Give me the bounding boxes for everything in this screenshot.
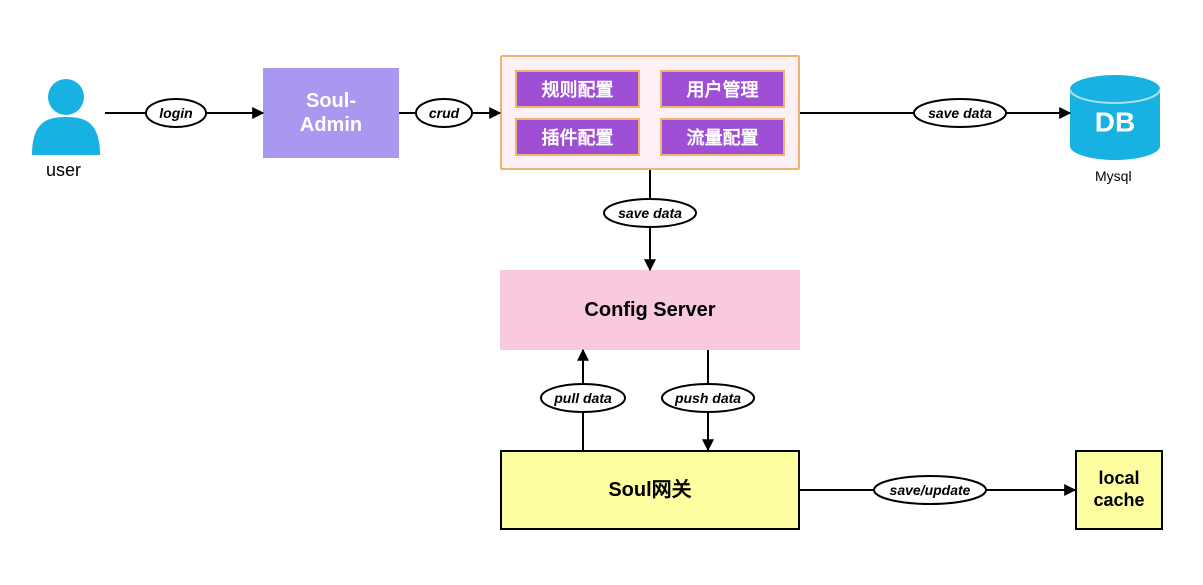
- edge-user-to-admin: login: [105, 99, 263, 127]
- node-soul-admin: Soul- Admin: [263, 68, 399, 158]
- edge-config-to-gateway-push: push data: [662, 350, 754, 450]
- config-btn_rule: 规则配置: [515, 70, 640, 108]
- db-sublabel: Mysql: [1095, 168, 1132, 184]
- node-soul-gateway: Soul网关: [500, 450, 800, 530]
- user-label: user: [46, 160, 81, 181]
- node-local-cache: local cache: [1075, 450, 1163, 530]
- user-icon: [32, 79, 100, 155]
- edge-admin-to-panel: crud: [399, 99, 500, 127]
- node-config-server: Config Server: [500, 270, 800, 350]
- svg-text:save/update: save/update: [890, 482, 971, 498]
- svg-text:pull data: pull data: [553, 390, 612, 406]
- svg-text:push data: push data: [674, 390, 741, 406]
- svg-text:DB: DB: [1095, 107, 1135, 138]
- db-icon: DB: [1070, 75, 1160, 160]
- svg-text:save data: save data: [618, 205, 682, 221]
- svg-text:save data: save data: [928, 105, 992, 121]
- config-btn_user: 用户管理: [660, 70, 785, 108]
- config-btn_flow: 流量配置: [660, 118, 785, 156]
- svg-text:login: login: [159, 105, 192, 121]
- config-btn_plugin: 插件配置: [515, 118, 640, 156]
- edge-gateway-to-cache: save/update: [800, 476, 1075, 504]
- diagram-canvas: user Soul- Admin 规则配置用户管理插件配置流量配置 Mysql Conf…: [0, 0, 1203, 585]
- edge-gateway-to-config-pull: pull data: [541, 350, 625, 450]
- edge-panel-to-db: save data: [800, 99, 1070, 127]
- edge-panel-to-config: save data: [604, 170, 696, 270]
- svg-text:crud: crud: [429, 105, 460, 121]
